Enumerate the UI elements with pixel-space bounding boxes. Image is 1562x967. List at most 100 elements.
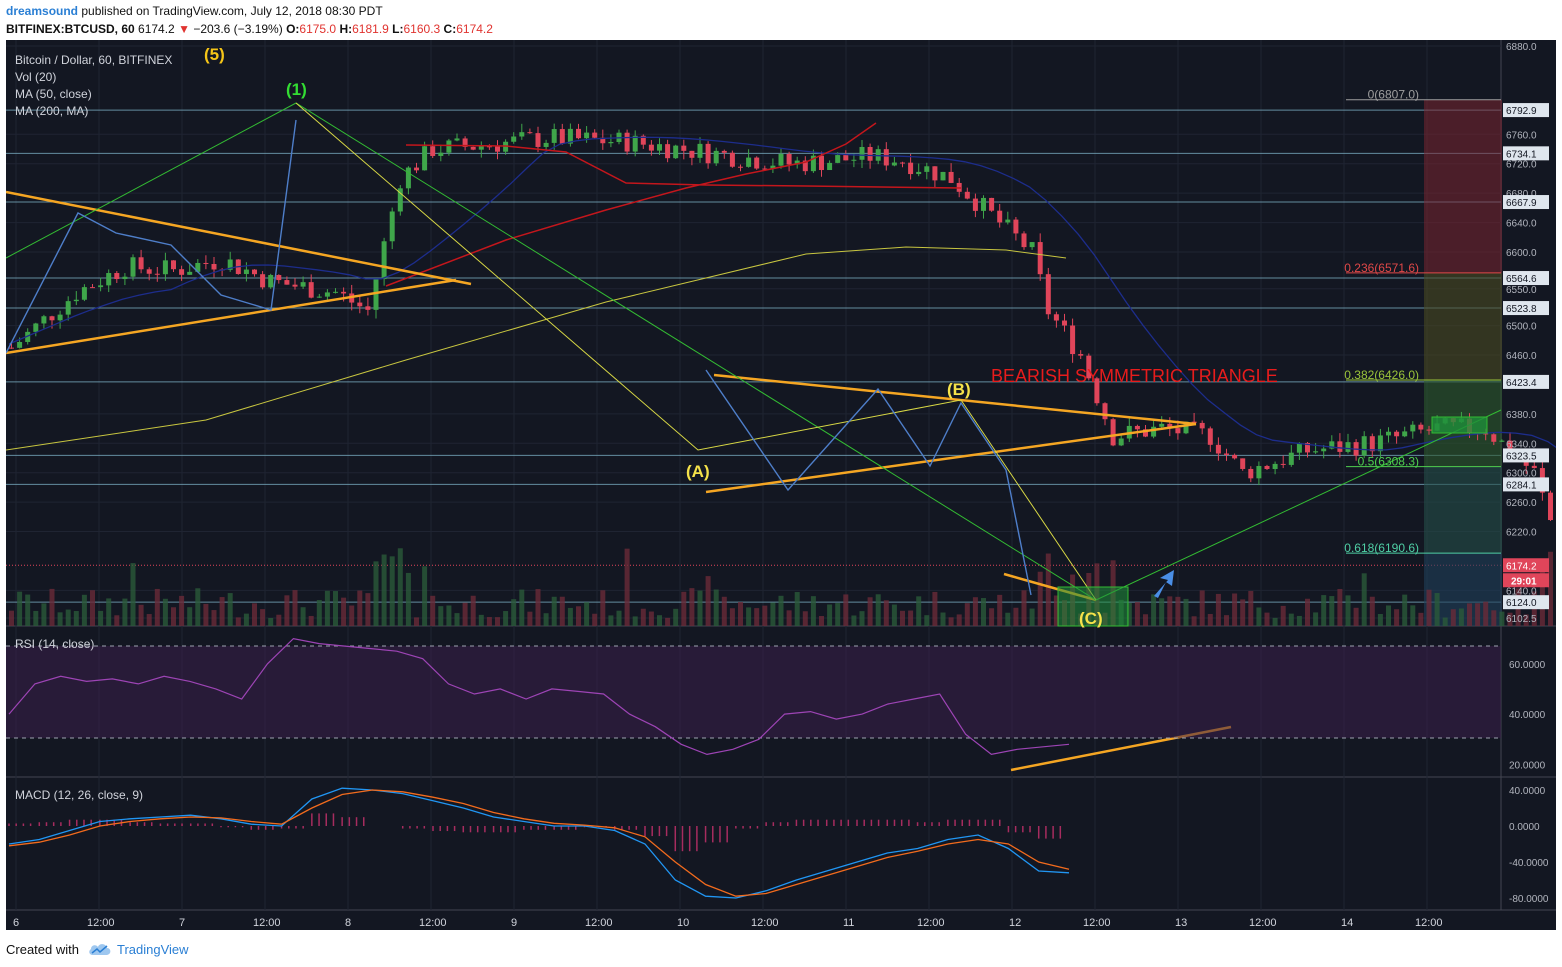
volume-bar <box>551 596 557 626</box>
chart-area[interactable]: 6880.0 6760.0 6720.0 6680.0 6640.0 6600.0 6550… <box>6 40 1556 930</box>
candle-body <box>130 257 136 277</box>
publish-info: published on TradingView.com, July 12, 2… <box>81 4 383 18</box>
volume-bar <box>1418 612 1424 626</box>
candle-body <box>1280 463 1286 465</box>
volume-bar <box>1491 610 1497 626</box>
close-value: 6174.2 <box>456 22 493 36</box>
candle-body <box>154 273 160 275</box>
waveB-label: (B) <box>947 380 971 399</box>
candle-body <box>1151 426 1157 437</box>
volume-bar <box>721 596 727 626</box>
volume-bar <box>405 572 411 626</box>
candle-body <box>17 341 23 348</box>
volume-bar <box>1215 593 1221 626</box>
time-tick-label: 7 <box>179 917 185 929</box>
price-tick-label: 6102.5 <box>1506 614 1537 625</box>
legend-rsi: RSI (14, close) <box>15 637 94 651</box>
time-tick-label: 9 <box>511 917 517 929</box>
candle-body <box>90 287 95 289</box>
volume-bar <box>478 614 484 626</box>
candle-body <box>511 136 517 142</box>
volume-bar <box>179 595 185 626</box>
candle-body <box>802 160 808 172</box>
grid-lines <box>6 40 1501 910</box>
candle-body <box>989 197 995 211</box>
candle-body <box>916 171 922 175</box>
candle-body <box>713 150 719 164</box>
signal-line <box>8 789 1070 897</box>
volume-bar <box>673 608 679 626</box>
volume-bar <box>1305 598 1310 626</box>
candle-body <box>171 260 176 270</box>
created-with-label: Created with <box>6 942 79 957</box>
rsi-tick-labels: 60.0000 40.0000 20.0000 <box>1509 660 1546 772</box>
volume-bar <box>446 605 452 626</box>
volume-bar <box>948 617 954 626</box>
candle-body <box>851 159 857 161</box>
candle-body <box>324 292 330 297</box>
candle-body <box>551 129 557 143</box>
volume-bar <box>1402 594 1408 626</box>
volume-bar <box>891 604 897 626</box>
price-level-tag <box>1503 146 1549 161</box>
candle-body <box>187 271 193 275</box>
wave5-label: (5) <box>204 45 225 64</box>
author-link[interactable]: dreamsound <box>6 4 79 18</box>
candle-body <box>1483 433 1489 435</box>
candle-body <box>1369 436 1375 452</box>
volume-bar <box>924 615 930 626</box>
time-tick-label: 6 <box>13 917 19 929</box>
volume-bar <box>33 610 39 626</box>
price-level-tag-text: 6284.1 <box>1506 480 1537 491</box>
volume-bar <box>252 603 257 626</box>
volume-bar <box>219 597 225 626</box>
candle-body <box>1094 378 1100 404</box>
volume-bar <box>57 612 63 626</box>
volume-bar <box>308 615 314 626</box>
volume-bar <box>292 590 298 626</box>
candle-body <box>65 301 71 315</box>
time-tick-label: 12:00 <box>917 917 945 929</box>
candle-body <box>689 150 695 158</box>
volume-bar <box>438 606 444 626</box>
time-tick-label: 11 <box>843 917 854 929</box>
candle-body <box>1175 428 1181 434</box>
chart-svg[interactable]: 6880.0 6760.0 6720.0 6680.0 6640.0 6600.0 6550… <box>6 40 1556 930</box>
candle-body <box>932 166 938 181</box>
candle-body <box>567 128 573 144</box>
candle-body <box>584 132 590 139</box>
volume-bar <box>883 600 889 626</box>
pattern-label: BEARISH SYMMETRIC TRIANGLE <box>991 366 1278 386</box>
triangle2-upper <box>713 373 1197 426</box>
volume-bar <box>1013 607 1019 626</box>
candle-body <box>810 155 816 172</box>
volume-bar <box>916 596 922 626</box>
time-tick-label: 12:00 <box>1249 917 1277 929</box>
candle-body <box>284 280 290 285</box>
candle-body <box>138 257 144 270</box>
triangle2-lower <box>705 422 1197 494</box>
candle-body <box>1232 454 1238 459</box>
candle-body <box>875 149 881 161</box>
volume-bar <box>1272 617 1278 626</box>
volume-bar <box>430 595 436 626</box>
candle-body <box>422 146 428 171</box>
candle-body <box>1191 421 1197 423</box>
triangle1-lower <box>6 278 457 355</box>
volume-bar <box>616 610 622 626</box>
candle-body <box>1078 354 1084 356</box>
price-level-tag <box>1503 103 1549 118</box>
volume-bar <box>1499 611 1505 626</box>
candle-body <box>576 128 581 139</box>
volume-bar <box>486 617 492 626</box>
volume-bar <box>171 607 176 626</box>
price-tick-label: 6300.0 <box>1506 469 1537 480</box>
candle-body <box>754 157 760 169</box>
candle-body <box>1053 314 1059 321</box>
tradingview-link[interactable]: TradingView <box>117 942 189 957</box>
volume-bar <box>665 617 671 626</box>
volume-bar <box>414 617 419 626</box>
candle-body <box>997 210 1003 223</box>
candle-body <box>57 314 63 321</box>
candle-body <box>114 273 120 280</box>
